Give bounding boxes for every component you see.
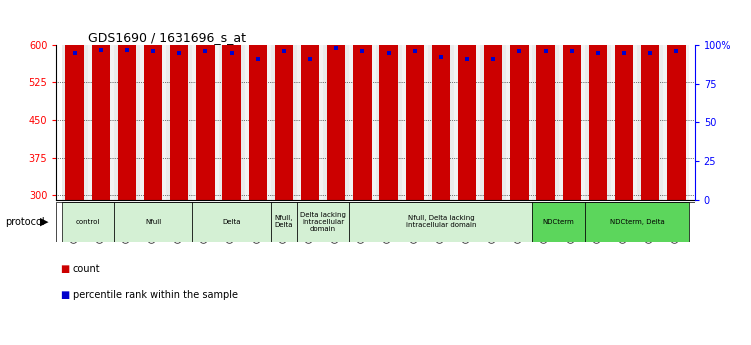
Bar [114, 202, 192, 242]
Bar [196, 0, 215, 200]
Bar [222, 0, 241, 200]
Bar [432, 171, 450, 345]
Text: Delta: Delta [222, 219, 241, 225]
Bar [271, 45, 297, 200]
Bar [506, 45, 532, 200]
Text: ■: ■ [60, 290, 69, 300]
Bar [562, 114, 581, 345]
Bar [297, 202, 349, 242]
Bar [641, 5, 659, 200]
Bar [379, 180, 398, 345]
Bar [536, 0, 555, 200]
Bar [376, 45, 402, 200]
Bar [532, 45, 559, 200]
Bar [379, 35, 398, 200]
Text: Nfull, Delta lacking
intracellular domain: Nfull, Delta lacking intracellular domai… [406, 215, 476, 228]
Bar [667, 0, 686, 200]
Bar [249, 36, 267, 200]
Bar [406, 0, 424, 200]
Text: count: count [73, 264, 101, 274]
Bar [559, 45, 585, 200]
Bar [484, 0, 502, 200]
Bar [615, 6, 633, 200]
Bar [192, 45, 219, 200]
Bar [245, 45, 271, 200]
Bar [275, 0, 293, 200]
Text: NDCterm, Delta: NDCterm, Delta [610, 219, 665, 225]
Text: percentile rank within the sample: percentile rank within the sample [73, 290, 238, 300]
Bar [140, 45, 166, 200]
Bar [92, 0, 110, 200]
Bar [536, 111, 555, 345]
Text: ■: ■ [60, 264, 69, 274]
Bar [641, 150, 659, 345]
Bar [249, 181, 267, 345]
Bar [480, 45, 506, 200]
Bar [510, 0, 529, 200]
Bar [65, 114, 84, 345]
Bar [88, 45, 114, 200]
Bar [219, 45, 245, 200]
Text: ▶: ▶ [40, 217, 48, 227]
Bar [353, 97, 372, 345]
Bar [663, 45, 689, 200]
Text: NDCterm: NDCterm [543, 219, 575, 225]
Bar [589, 0, 607, 200]
Text: Nfull,
Delta: Nfull, Delta [275, 215, 293, 228]
Bar [615, 151, 633, 345]
Bar [562, 0, 581, 200]
Bar [349, 202, 532, 242]
Bar [454, 45, 480, 200]
Bar [349, 45, 376, 200]
Bar [144, 0, 162, 200]
Bar [144, 111, 162, 345]
Bar [327, 50, 345, 345]
Bar [510, 110, 529, 345]
Bar [166, 45, 192, 200]
Bar [170, 8, 189, 200]
Bar [585, 45, 611, 200]
Bar [406, 112, 424, 345]
Bar [458, 21, 476, 200]
Bar [532, 202, 585, 242]
Text: protocol: protocol [5, 217, 45, 227]
Bar [118, 0, 136, 200]
Text: GDS1690 / 1631696_s_at: GDS1690 / 1631696_s_at [89, 31, 246, 44]
Bar [65, 0, 84, 200]
Text: Nfull: Nfull [145, 219, 161, 225]
Bar [118, 97, 136, 345]
Bar [611, 45, 637, 200]
Bar [170, 154, 189, 345]
Bar [667, 120, 686, 345]
Bar [353, 0, 372, 200]
Bar [458, 166, 476, 345]
Bar [297, 45, 323, 200]
Bar [402, 45, 428, 200]
Bar [62, 45, 88, 200]
Bar [637, 45, 663, 200]
Bar [92, 77, 110, 345]
Bar [62, 202, 114, 242]
Bar [323, 45, 349, 200]
Bar [585, 202, 689, 242]
Bar [484, 121, 502, 345]
Bar [301, 186, 319, 345]
Bar [428, 45, 454, 200]
Bar [589, 138, 607, 345]
Bar [327, 0, 345, 200]
Bar [222, 138, 241, 345]
Text: Delta lacking
intracellular
domain: Delta lacking intracellular domain [300, 212, 346, 231]
Bar [432, 26, 450, 200]
Bar [271, 202, 297, 242]
Bar [192, 202, 271, 242]
Bar [275, 85, 293, 345]
Bar [196, 114, 215, 345]
Bar [301, 41, 319, 200]
Bar [114, 45, 140, 200]
Text: control: control [76, 219, 100, 225]
